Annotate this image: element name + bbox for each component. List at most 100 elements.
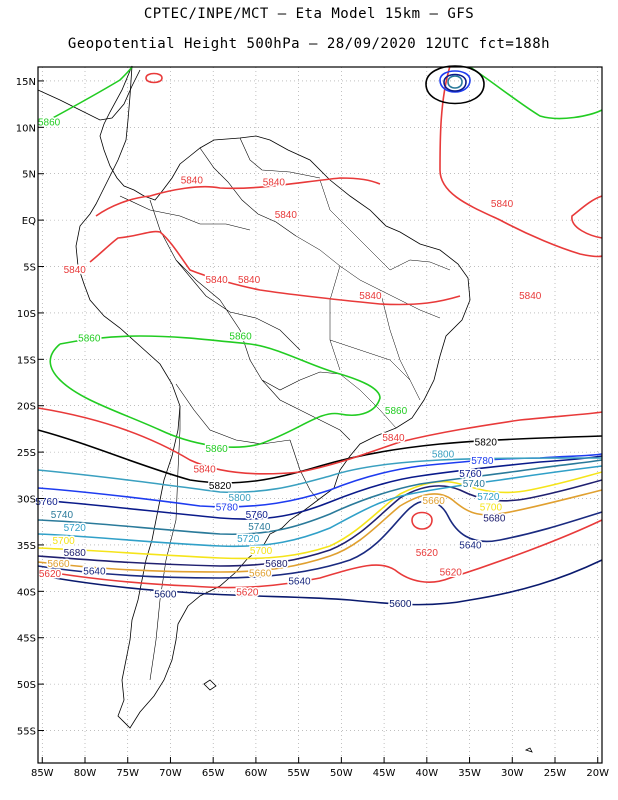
contour-label-5720: 5720 (64, 523, 87, 534)
contour-label-5820: 5820 (209, 481, 232, 492)
brazil-states (295, 179, 451, 429)
contour-5860-line (469, 66, 603, 120)
contour-label-5800: 5800 (432, 449, 455, 460)
contour-5700-line (37, 471, 603, 560)
contour-5600-line (37, 559, 603, 606)
lat-tick-label: 45S (17, 634, 36, 645)
lon-tick-label: 40W (416, 768, 439, 779)
contour-label-5640: 5640 (288, 577, 311, 588)
contour-label-5780: 5780 (216, 502, 239, 513)
contour-label-5860: 5860 (205, 444, 228, 455)
contour-label-5620: 5620 (236, 588, 259, 599)
contour-5620-line (411, 511, 433, 530)
lat-tick-label: 35S (17, 541, 36, 552)
south-america-coastline (75, 65, 471, 729)
lat-tick-label: 50S (17, 680, 36, 691)
contour-5840-line (571, 195, 603, 239)
contour-label-5760: 5760 (246, 510, 269, 521)
lat-tick-label: 10N (16, 123, 36, 134)
graticule-grid (38, 67, 602, 763)
lon-tick-label: 35W (458, 768, 481, 779)
contour-5780-line (439, 70, 471, 93)
contour-label-5840: 5840 (275, 210, 298, 221)
contour-5680-line (37, 479, 603, 567)
contour-5840-line (439, 65, 603, 258)
contour-5840-line (95, 177, 381, 217)
lat-tick-label: 5S (23, 263, 36, 274)
contour-5860-line (37, 66, 133, 127)
lon-tick-label: 25W (544, 768, 567, 779)
lon-tick-label: 70W (159, 768, 182, 779)
contour-label-5840: 5840 (382, 433, 405, 444)
contour-label-5840: 5840 (491, 199, 514, 210)
contour-label-5820: 5820 (475, 437, 498, 448)
contour-5760-line (37, 455, 603, 520)
lat-tick-label: 55S (17, 727, 36, 738)
contour-label-5860: 5860 (385, 406, 408, 417)
contour-label-5840: 5840 (519, 291, 542, 302)
contour-label-5680: 5680 (483, 514, 506, 525)
contour-label-5760: 5760 (459, 469, 482, 480)
lat-tick-label: 5N (22, 170, 36, 181)
contour-label-5600: 5600 (154, 590, 177, 601)
contour-5820-line (425, 65, 485, 105)
contour-label-5860: 5860 (229, 332, 252, 343)
falkland-islands (203, 679, 217, 691)
contour-5820-line (37, 429, 603, 484)
contour-label-5840: 5840 (359, 291, 382, 302)
lat-tick-label: 30S (17, 495, 36, 506)
lat-tick-label: 25S (17, 448, 36, 459)
contour-label-5700: 5700 (250, 546, 273, 557)
contour-label-5840: 5840 (194, 464, 217, 475)
contour-label-5620: 5620 (39, 569, 62, 580)
contour-label-5660: 5660 (423, 496, 446, 507)
contour-label-5840: 5840 (263, 178, 286, 189)
contour-label-5680: 5680 (265, 559, 288, 570)
contour-5760-line (443, 73, 467, 92)
lat-tick-label: 10S (17, 309, 36, 320)
contour-label-5860: 5860 (78, 333, 101, 344)
contour-5620-line (37, 519, 603, 589)
contour-label-5700: 5700 (480, 502, 503, 513)
lon-tick-label: 20W (586, 768, 609, 779)
contour-label-5740: 5740 (463, 479, 486, 490)
contour-5840-line (89, 230, 461, 306)
contour-labels: 5840 5840 5840 5840 5840 5840 5840 5840 5840 5840… (34, 116, 543, 612)
lat-tick-label: 15S (17, 355, 36, 366)
lon-tick-label: 45W (373, 768, 396, 779)
lon-tick-label: 60W (245, 768, 268, 779)
contour-label-5660: 5660 (47, 559, 70, 570)
lat-tick-label: EQ (22, 216, 36, 227)
lon-tick-label: 30W (501, 768, 524, 779)
lon-tick-label: 55W (287, 768, 310, 779)
contour-label-5840: 5840 (205, 275, 228, 286)
lon-tick-label: 80W (74, 768, 97, 779)
contour-5860-line (49, 335, 381, 448)
contour-label-5700: 5700 (53, 536, 76, 547)
contour-label-5800: 5800 (229, 493, 252, 504)
lon-tick-label: 65W (202, 768, 225, 779)
contour-5740-line (37, 459, 603, 536)
contour-5720-line (37, 465, 603, 548)
contour-label-5780: 5780 (471, 456, 494, 467)
contour-label-5600: 5600 (389, 599, 412, 610)
lon-tick-label: 85W (31, 768, 54, 779)
height-contours (37, 65, 603, 606)
country-borders (119, 137, 351, 681)
contour-5640-line (37, 500, 603, 579)
contour-label-5860: 5860 (38, 117, 61, 128)
title-line-1: CPTEC/INPE/MCT – Eta Model 15km – GFS (143, 6, 475, 22)
contour-5800-line (37, 457, 602, 494)
contour-label-5840: 5840 (181, 176, 204, 187)
contour-label-5640: 5640 (83, 566, 106, 577)
contour-label-5840: 5840 (238, 275, 261, 286)
contour-5740-line (447, 75, 463, 89)
contour-5660-line (37, 489, 603, 573)
contour-label-5740: 5740 (248, 522, 271, 533)
lat-tick-label: 15N (16, 77, 36, 88)
contour-label-5620: 5620 (440, 567, 463, 578)
contour-5840-line (37, 407, 603, 475)
contour-label-5640: 5640 (459, 540, 482, 551)
contour-5840-line (145, 72, 163, 84)
